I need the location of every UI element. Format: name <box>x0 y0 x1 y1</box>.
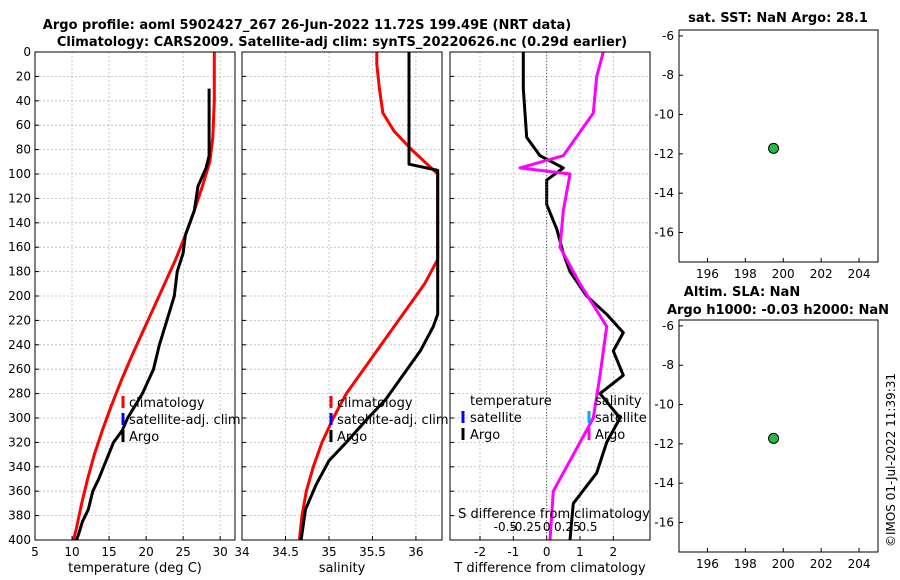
difference-xtick-label: -2 <box>474 545 486 559</box>
temperature-xtick-label: 20 <box>138 545 153 559</box>
temperature-ytick-label: 400 <box>8 533 31 547</box>
sst_map-xtick-label: 202 <box>810 267 833 281</box>
temperature-ytick-label: 200 <box>8 289 31 303</box>
temperature-ytick-label: 80 <box>16 143 31 157</box>
sst_map-ytick-label: -8 <box>662 68 674 82</box>
difference-legend-label: satellite <box>470 411 522 426</box>
difference-xtick-label: 1 <box>576 545 584 559</box>
sla_map-ytick-label: -16 <box>654 516 674 530</box>
salinity-legend-label: Argo <box>337 430 367 445</box>
temperature-legend-label: climatology <box>129 396 205 411</box>
temperature-ytick-label: 300 <box>8 411 31 425</box>
sla_map-ytick-label: -12 <box>654 437 674 451</box>
difference-s-tick-label: 0.5 <box>578 520 597 534</box>
temperature-ytick-label: 320 <box>8 435 31 449</box>
title-line2: Climatology: CARS2009. Satellite-adj cli… <box>57 35 627 50</box>
temperature-ytick-label: 380 <box>8 509 31 523</box>
sst_map-ytick-label: -12 <box>654 147 674 161</box>
temperature-ytick-label: 0 <box>23 45 31 59</box>
difference-xlabel: T difference from climatology <box>453 561 646 576</box>
salinity-legend-label: climatology <box>337 396 413 411</box>
salinity-xtick-label: 35 <box>321 545 336 559</box>
temperature-ytick-label: 20 <box>16 69 31 83</box>
sla_map-ytick-label: -10 <box>654 398 674 412</box>
temperature-ytick-label: 340 <box>8 460 31 474</box>
difference-salinity-line <box>518 51 609 541</box>
sla_map-argo-point <box>768 432 780 444</box>
sst_map-argo-point <box>768 142 780 154</box>
sla_map-xtick-label: 196 <box>696 557 719 571</box>
sla_map-xtick-label: 200 <box>772 557 795 571</box>
difference-s-tick-label: -0.5 <box>494 520 517 534</box>
temperature-xlabel: temperature (deg C) <box>68 561 202 576</box>
sst_map-ytick-label: -10 <box>654 108 674 122</box>
salinity-legend-label: satellite-adj. clim <box>337 413 449 428</box>
timestamp-stamp: ©IMOS 01-Jul-2022 11:39:31 <box>884 373 898 547</box>
sla_map-xtick-label: 202 <box>810 557 833 571</box>
difference-xtick-label: -1 <box>507 545 519 559</box>
temperature-xtick-label: 25 <box>176 545 191 559</box>
temperature-ytick-label: 100 <box>8 167 31 181</box>
sla_map-xtick-label: 198 <box>734 557 757 571</box>
sst_map-ytick-label: -14 <box>654 186 674 200</box>
difference-xtick-label: 0 <box>543 545 551 559</box>
temperature-xtick-label: 15 <box>101 545 116 559</box>
sla-map-subtitle: Argo h1000: -0.03 h2000: NaN <box>667 303 889 318</box>
sst_map-ytick-label: -6 <box>662 29 674 43</box>
difference-s-tick-label: -0.25 <box>510 520 541 534</box>
temperature-ytick-label: 280 <box>8 387 31 401</box>
temperature-ytick-label: 120 <box>8 191 31 205</box>
sla_map-ytick-label: -14 <box>654 476 674 490</box>
temperature-xtick-label: 10 <box>64 545 79 559</box>
salinity-xtick-label: 34.5 <box>272 545 299 559</box>
difference-legend-label: Argo <box>595 428 625 443</box>
temperature-legend-label: Argo <box>129 430 159 445</box>
temperature-ytick-label: 360 <box>8 484 31 498</box>
difference-legend-label: temperature <box>470 394 552 409</box>
sla_map-ytick-label: -6 <box>662 319 674 333</box>
salinity-xlabel: salinity <box>319 561 366 576</box>
temperature-ytick-label: 260 <box>8 362 31 376</box>
salinity-xtick-label: 36 <box>408 545 423 559</box>
temperature-ytick-label: 240 <box>8 338 31 352</box>
difference-legend-label: Argo <box>470 428 500 443</box>
sst_map-xtick-label: 200 <box>772 267 795 281</box>
difference-legend-label: salinity <box>595 394 642 409</box>
difference-s-tick-label: 0 <box>543 520 551 534</box>
temperature-ytick-label: 60 <box>16 118 31 132</box>
sst_map-xtick-label: 204 <box>848 267 871 281</box>
temperature-ytick-label: 40 <box>16 94 31 108</box>
sst_map-axes <box>678 29 879 263</box>
salinity-xtick-label: 35.5 <box>359 545 386 559</box>
difference-legend-label: satellite <box>595 411 647 426</box>
sla_map-axes <box>678 319 879 553</box>
temperature-Argo-line <box>75 88 211 541</box>
temperature-xtick-label: 5 <box>31 545 39 559</box>
temperature-ytick-label: 160 <box>8 240 31 254</box>
salinity-Argo-line <box>299 52 440 541</box>
sst_map-ytick-label: -16 <box>654 226 674 240</box>
temperature-xtick-label: 30 <box>213 545 228 559</box>
sla_map-ytick-label: -8 <box>662 358 674 372</box>
sst_map-xtick-label: 196 <box>696 267 719 281</box>
difference-s-xlabel: S difference from climatology <box>458 507 650 522</box>
salinity-xtick-label: 34 <box>234 545 249 559</box>
title-line1: Argo profile: aoml 5902427_267 26-Jun-20… <box>43 18 571 33</box>
salinity-climatology-line <box>297 52 440 541</box>
sla_map-xtick-label: 204 <box>848 557 871 571</box>
difference-s-tick-label: 0.25 <box>554 520 581 534</box>
sst_map-xtick-label: 198 <box>734 267 757 281</box>
temperature-climatology-line <box>72 52 216 541</box>
difference-xtick-label: 2 <box>610 545 618 559</box>
temperature-ytick-label: 220 <box>8 313 31 327</box>
temperature-ytick-label: 180 <box>8 265 31 279</box>
temperature-ytick-label: 140 <box>8 216 31 230</box>
temperature-legend-label: satellite-adj. clim <box>129 413 241 428</box>
sla-map-title: Altim. SLA: NaN <box>684 285 800 300</box>
sst-map-title: sat. SST: NaN Argo: 28.1 <box>688 11 868 26</box>
